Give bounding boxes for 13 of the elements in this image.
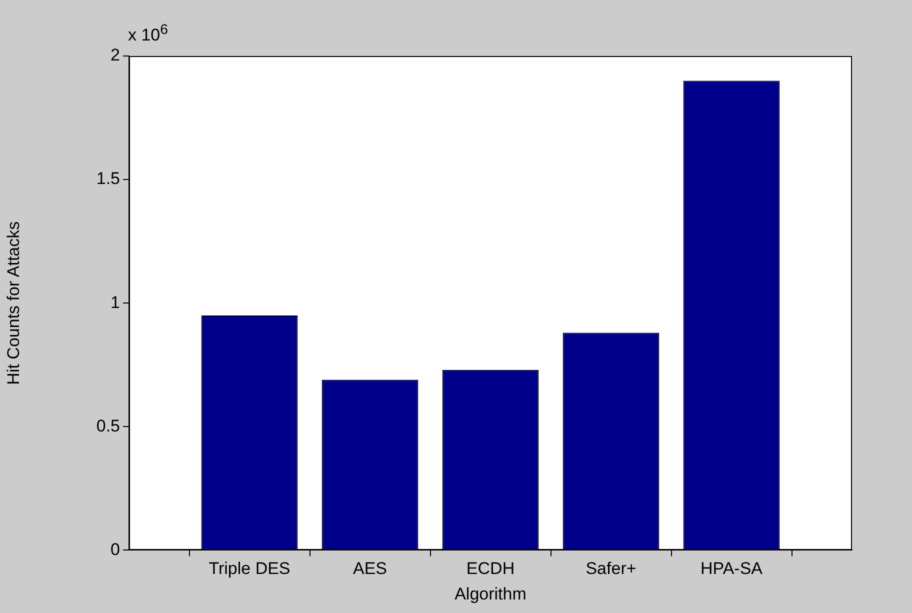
y-tick-label: 0 [110, 540, 120, 559]
y-tick-label: 2 [110, 46, 120, 65]
x-tick-label: Triple DES [208, 559, 290, 578]
y-tick-label: 1.5 [96, 169, 120, 188]
x-tick-label: ECDH [466, 559, 515, 578]
x-axis-title: Algorithm [454, 584, 526, 604]
x-tick-label: Safer+ [586, 559, 636, 578]
y-tick-label: 1 [110, 292, 120, 312]
x-tick-label: HPA-SA [700, 559, 764, 578]
y-tick-label: 0.5 [96, 416, 120, 436]
y-axis-title: Hit Counts for Attacks [4, 221, 23, 385]
x-tick-label: AES [352, 559, 388, 578]
text: x 10$^{6}$ [128, 22, 168, 46]
